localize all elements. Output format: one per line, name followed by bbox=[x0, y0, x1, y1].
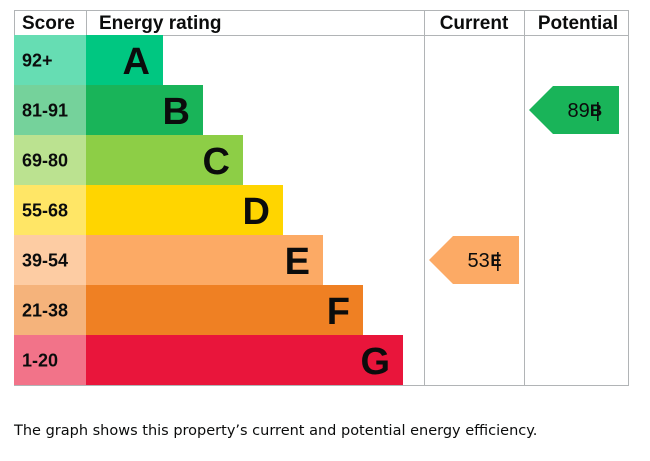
current-rating-band: E bbox=[490, 251, 501, 270]
energy-rating-chart: Score Energy rating Current Potential 92… bbox=[14, 10, 629, 386]
rating-bar-e bbox=[86, 235, 323, 285]
score-cell-d bbox=[14, 185, 86, 235]
potential-rating-arrow bbox=[529, 86, 619, 134]
score-cell-c bbox=[14, 135, 86, 185]
rating-letter-f: F bbox=[327, 291, 350, 333]
rating-arrows: 53 |E 89 |B bbox=[429, 86, 619, 284]
score-range-b: 81-91 bbox=[22, 101, 68, 121]
rating-letter-c: C bbox=[203, 141, 230, 183]
current-rating-arrow bbox=[429, 236, 519, 284]
rating-bar-c bbox=[86, 135, 243, 185]
score-range-c: 69-80 bbox=[22, 151, 68, 171]
potential-rating-value: 89 | bbox=[568, 100, 601, 122]
score-cell-f bbox=[14, 285, 86, 335]
rating-letter-g: G bbox=[360, 341, 390, 383]
rating-bands: 92+ A 81-91 B 69-80 C 55-68 D 39-54 E 21-38 F 1-20 G bbox=[14, 35, 403, 385]
rating-letter-d: D bbox=[243, 191, 270, 233]
rating-bar-f bbox=[86, 285, 363, 335]
potential-rating-band: B bbox=[590, 101, 602, 120]
score-cell-b bbox=[14, 85, 86, 135]
score-range-e: 39-54 bbox=[22, 251, 68, 271]
rating-letter-e: E bbox=[285, 241, 310, 283]
score-column-header: Score bbox=[22, 13, 75, 34]
score-cell-e bbox=[14, 235, 86, 285]
score-range-a: 92+ bbox=[22, 51, 53, 71]
current-rating-value: 53 | bbox=[468, 250, 501, 272]
score-range-d: 55-68 bbox=[22, 201, 68, 221]
score-range-f: 21-38 bbox=[22, 301, 68, 321]
score-cell-a bbox=[14, 35, 86, 85]
score-cell-g bbox=[14, 335, 86, 385]
rating-letter-b: B bbox=[163, 91, 190, 133]
rating-bar-d bbox=[86, 185, 283, 235]
score-range-g: 1-20 bbox=[22, 351, 58, 371]
current-column-header: Current bbox=[440, 13, 509, 34]
energy-rating-column-header: Energy rating bbox=[99, 13, 221, 34]
rating-bar-g bbox=[86, 335, 403, 385]
rating-letter-a: A bbox=[123, 41, 150, 83]
rating-bar-a bbox=[86, 35, 163, 85]
rating-bar-b bbox=[86, 85, 203, 135]
potential-column-header: Potential bbox=[538, 13, 618, 34]
chart-caption: The graph shows this property’s current … bbox=[14, 423, 538, 439]
